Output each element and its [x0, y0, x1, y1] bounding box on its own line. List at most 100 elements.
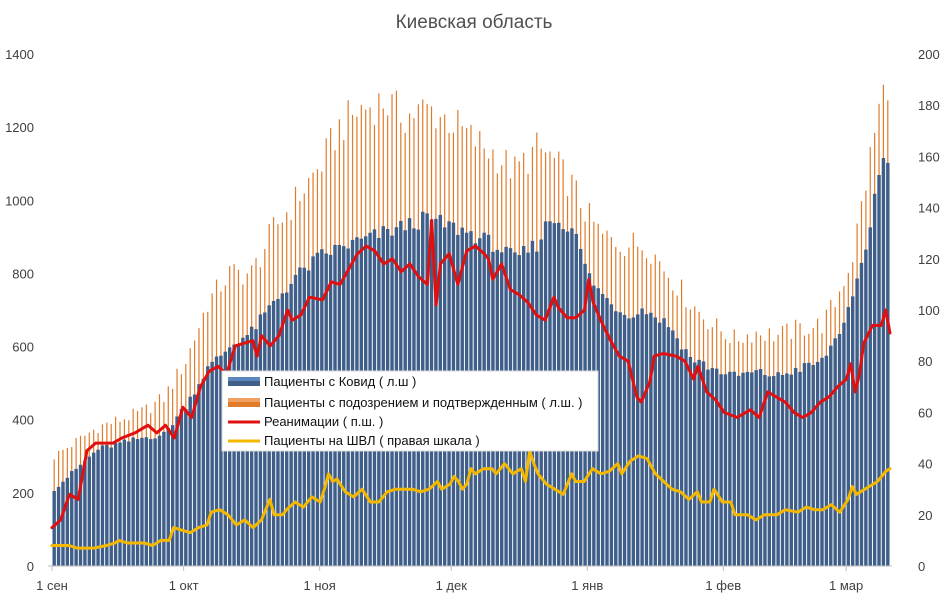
covid-bar — [157, 435, 162, 566]
covid-bar — [91, 452, 96, 566]
covid-bar — [649, 312, 653, 566]
left-tick-label: 600 — [12, 340, 34, 355]
covid-bar — [140, 437, 144, 566]
legend-label-icu: Реанимации ( п.ш. ) — [264, 414, 383, 429]
left-tick-label: 0 — [27, 559, 34, 574]
covid-bar — [811, 365, 815, 566]
covid-bar — [653, 317, 657, 566]
x-tick-label: 1 мар — [829, 578, 863, 593]
covid-bar — [214, 356, 219, 566]
covid-bar — [666, 327, 671, 566]
covid-bar — [859, 262, 864, 566]
covid-bar — [149, 439, 153, 566]
covid-bar — [609, 304, 614, 566]
covid-bar — [622, 314, 627, 566]
covid-bar — [179, 408, 184, 566]
left-axis-ticks: 0 200 400 600 800 1000 1200 1400 — [5, 47, 34, 574]
covid-bar — [192, 394, 197, 566]
covid-bar — [850, 296, 855, 566]
covid-bar — [65, 477, 70, 566]
covid-bar — [96, 449, 100, 566]
covid-bar — [74, 468, 78, 566]
x-tick-label: 1 дек — [436, 578, 468, 593]
covid-bar — [846, 307, 851, 566]
covid-bar — [605, 298, 609, 566]
covid-bar — [657, 322, 662, 566]
covid-bar — [109, 447, 113, 566]
vent-line — [50, 449, 892, 550]
covid-bar — [153, 438, 157, 566]
right-axis-ticks: 0 20 40 60 80 100 120 140 160 180 200 — [918, 47, 940, 574]
legend-label-suspected: Пациенты с подозрением и подтвержденным … — [264, 395, 583, 410]
covid-bar — [144, 437, 149, 566]
covid-bar — [227, 347, 232, 566]
covid-bar — [197, 384, 201, 566]
covid-bar — [627, 318, 631, 566]
covid-bar — [219, 355, 223, 566]
legend-swatch-suspected — [228, 398, 260, 407]
covid-bar — [745, 371, 750, 566]
covid-bar — [184, 408, 188, 566]
covid-bar — [636, 314, 640, 566]
left-tick-label: 200 — [12, 486, 34, 501]
covid-bar — [166, 427, 170, 566]
covid-bar — [684, 349, 688, 566]
covid-bar — [697, 359, 701, 566]
right-tick-label: 80 — [918, 354, 932, 369]
covid-bar — [210, 361, 214, 566]
covid-bar — [706, 369, 710, 566]
covid-bar — [675, 338, 679, 566]
covid-bar — [618, 312, 622, 566]
legend-box — [221, 370, 599, 452]
covid-bar — [723, 374, 728, 566]
covid-bar — [837, 333, 842, 566]
covid-bar — [131, 437, 135, 566]
left-tick-label: 1000 — [5, 193, 34, 208]
right-tick-label: 200 — [918, 47, 940, 62]
covid-bar — [83, 460, 87, 566]
covid-bar — [100, 445, 105, 566]
covid-bar — [842, 322, 846, 566]
covid-bar — [807, 362, 811, 566]
legend-swatch-suspected-highlight — [228, 398, 260, 402]
covid-bar — [824, 355, 829, 566]
covid-bar — [188, 396, 192, 566]
covid-bar — [118, 442, 122, 566]
covid-bar — [241, 337, 245, 566]
covid-bar — [600, 294, 605, 566]
covid-bar — [223, 351, 228, 566]
covid-bar — [741, 372, 745, 566]
right-tick-label: 20 — [918, 508, 932, 523]
covid-bar — [736, 375, 741, 566]
covid-bar — [833, 338, 837, 566]
covid-bar — [868, 227, 872, 566]
right-tick-label: 160 — [918, 149, 940, 164]
covid-bar — [614, 311, 618, 566]
covid-bar — [105, 444, 109, 566]
legend-label-vent: Пациенты на ШВЛ ( правая шкала ) — [264, 433, 480, 448]
covid-bar — [872, 193, 877, 566]
covid-bar — [236, 345, 241, 566]
right-tick-label: 140 — [918, 201, 940, 216]
covid-bar — [763, 375, 767, 566]
covid-bar — [87, 456, 92, 566]
covid-bar — [772, 376, 776, 566]
covid-bar — [206, 366, 210, 566]
x-tick-label: 1 фев — [705, 578, 741, 593]
covid-bar — [662, 318, 666, 566]
right-tick-label: 0 — [918, 559, 925, 574]
covid-bar — [644, 314, 649, 566]
covid-bar — [671, 330, 675, 566]
covid-bar — [732, 371, 736, 566]
covid-bar — [802, 363, 807, 566]
covid-bar — [829, 345, 833, 566]
covid-bar — [881, 157, 886, 566]
covid-bar — [679, 349, 684, 566]
left-tick-label: 400 — [12, 413, 34, 428]
covid-bar — [631, 317, 636, 566]
covid-bar — [701, 361, 706, 566]
covid-bar — [135, 439, 140, 566]
covid-bar — [820, 357, 824, 566]
left-tick-label: 800 — [12, 266, 34, 281]
right-tick-label: 120 — [918, 252, 940, 267]
